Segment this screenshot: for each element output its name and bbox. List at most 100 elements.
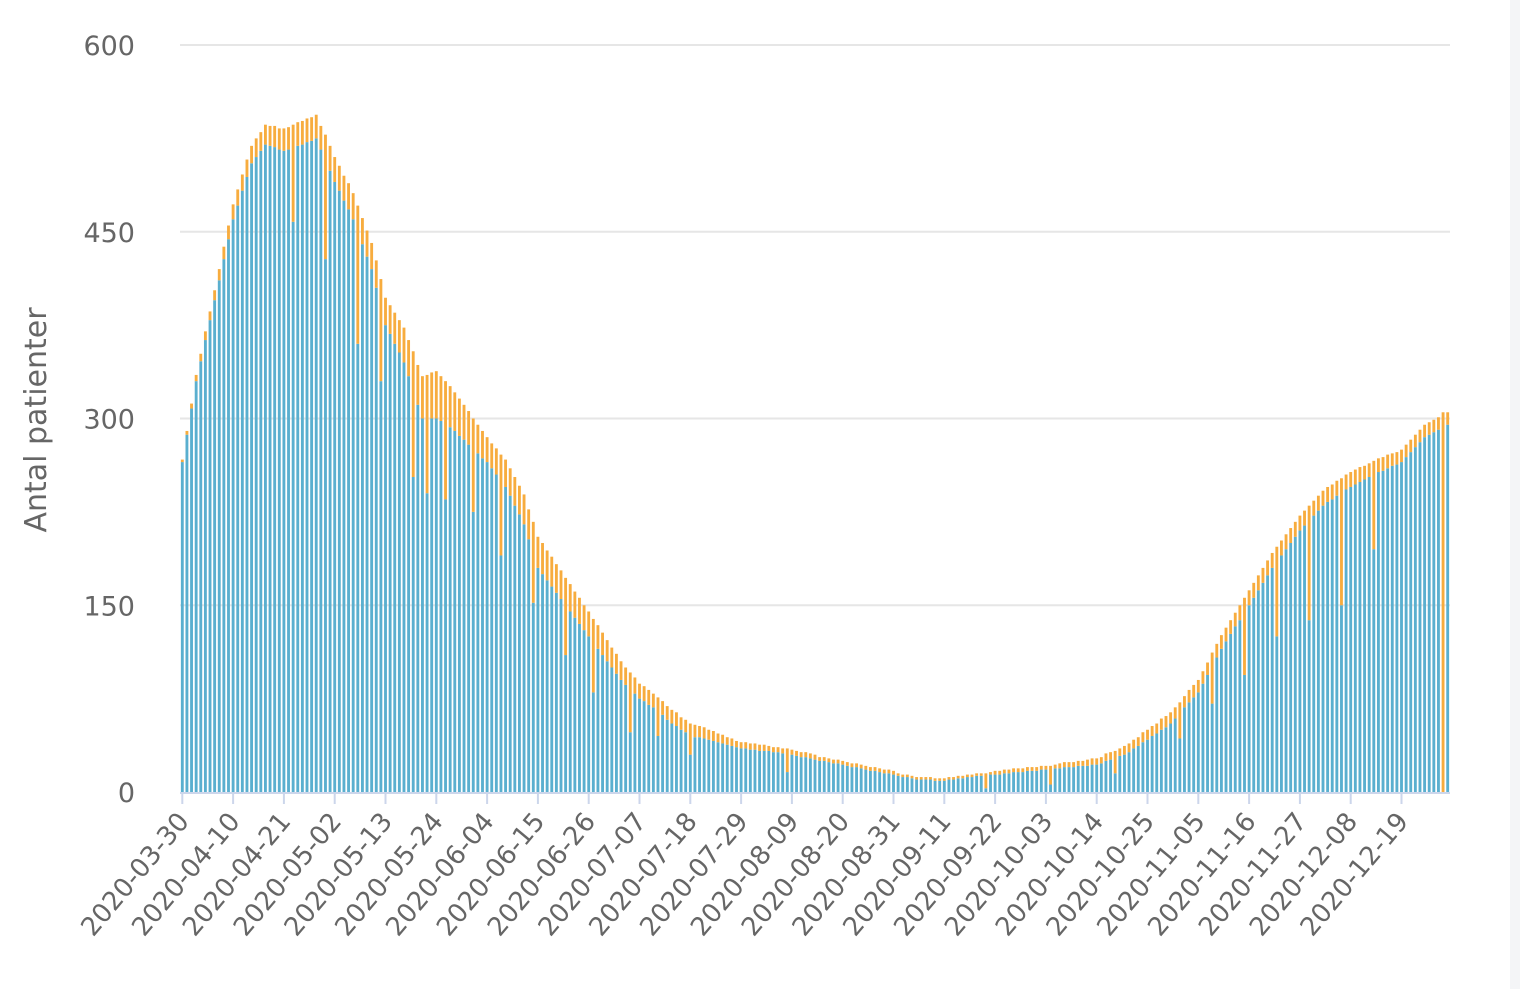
bar-series-2 — [1081, 760, 1085, 766]
bar-series-2 — [1303, 510, 1306, 526]
bar-series-2 — [744, 742, 748, 749]
bar-series-2 — [1044, 765, 1048, 770]
bar-series-1 — [1159, 729, 1163, 792]
bar-series-2 — [601, 632, 604, 656]
bar-series-2 — [716, 733, 720, 743]
bar-series-1 — [1113, 773, 1117, 792]
bar-series-2 — [356, 205, 360, 344]
bar-series-1 — [573, 617, 577, 792]
bar-series-1 — [1363, 479, 1366, 792]
bar-series-1 — [721, 743, 725, 792]
bar-series-2 — [1150, 726, 1154, 736]
bar-series-1 — [901, 777, 905, 792]
bar-series-1 — [1169, 723, 1173, 792]
bar-series-2 — [1210, 652, 1214, 704]
bar-series-1 — [1122, 754, 1126, 792]
bar-series-1 — [1307, 620, 1311, 792]
bar-series-2 — [310, 117, 314, 141]
bar-series-2 — [970, 774, 974, 778]
bar-series-2 — [767, 745, 771, 751]
y-tick-label: 450 — [83, 218, 135, 249]
bar-series-2 — [434, 371, 438, 419]
bar-series-2 — [504, 459, 508, 487]
bar-series-1 — [882, 773, 886, 792]
bar-series-1 — [619, 679, 623, 792]
bar-series-1 — [1247, 605, 1251, 792]
bar-series-2 — [638, 683, 641, 699]
bar-series-1 — [1284, 549, 1288, 792]
bar-series-2 — [675, 712, 678, 727]
bar-series-1 — [942, 780, 946, 792]
bar-series-1 — [411, 477, 415, 792]
bar-series-2 — [559, 570, 563, 600]
bar-series-1 — [947, 779, 951, 792]
bar-series-1 — [776, 752, 780, 792]
bar-series-2 — [1413, 434, 1417, 448]
bar-series-1 — [587, 636, 591, 793]
bar-series-1 — [808, 758, 812, 792]
bar-series-2 — [1007, 769, 1011, 774]
bar-series-2 — [762, 744, 766, 751]
bar-series-2 — [194, 374, 198, 382]
bar-series-1 — [1256, 590, 1260, 792]
bar-series-1 — [1229, 633, 1233, 792]
bar-series-2 — [347, 183, 350, 210]
bar-series-2 — [1072, 762, 1076, 768]
bar-series-1 — [1437, 429, 1440, 792]
bar-series-1 — [688, 754, 692, 792]
bar-series-2 — [1344, 474, 1348, 490]
bar-series-1 — [1076, 765, 1080, 792]
bar-series-2 — [841, 760, 845, 765]
bar-series-2 — [1086, 759, 1089, 766]
bar-series-2 — [873, 767, 877, 771]
bar-series-1 — [1067, 767, 1071, 792]
bar-series-1 — [268, 145, 272, 793]
bar-series-2 — [1293, 521, 1297, 537]
bar-series-2 — [1289, 528, 1293, 543]
bar-series-2 — [245, 159, 249, 177]
bar-series-1 — [582, 630, 586, 792]
bar-series-2 — [333, 157, 337, 182]
bar-series-1 — [185, 434, 189, 792]
bar-series-2 — [550, 556, 554, 587]
bar-series-1 — [1039, 769, 1043, 792]
bar-series-1 — [984, 788, 988, 792]
bar-series-1 — [1298, 530, 1302, 792]
bar-series-1 — [397, 352, 401, 792]
bar-series-2 — [1039, 765, 1043, 770]
bar-series-2 — [827, 758, 831, 763]
bar-series-1 — [1372, 549, 1376, 792]
bar-series-2 — [864, 765, 868, 770]
bar-series-1 — [522, 524, 526, 792]
bar-series-1 — [245, 176, 249, 793]
x-axis-ticks: 2020-03-302020-04-102020-04-212020-05-02… — [76, 793, 1415, 942]
bar-series-1 — [1095, 764, 1099, 792]
bar-series-2 — [1330, 484, 1334, 500]
bar-series-2 — [264, 124, 267, 145]
bar-series-2 — [1141, 732, 1145, 743]
bar-series-2 — [1169, 712, 1173, 724]
bar-series-2 — [1386, 454, 1390, 469]
bar-series-2 — [1021, 768, 1025, 773]
bar-series-1 — [190, 408, 193, 792]
bar-series-2 — [457, 398, 461, 436]
bar-series-1 — [504, 486, 508, 792]
bar-series-1 — [291, 221, 295, 793]
bar-series-1 — [1446, 424, 1450, 792]
bar-series-2 — [1432, 419, 1436, 433]
bar-series-2 — [1321, 490, 1325, 506]
bar-series-2 — [647, 689, 651, 705]
bar-series-2 — [850, 763, 854, 768]
bar-series-1 — [1367, 477, 1371, 792]
bar-series-2 — [1441, 412, 1445, 792]
bar-series-2 — [222, 246, 226, 260]
bar-series-1 — [670, 723, 674, 792]
bar-series-2 — [1187, 689, 1191, 703]
bar-series-1 — [1335, 495, 1339, 792]
bar-series-1 — [651, 707, 655, 792]
bar-series-2 — [545, 550, 549, 581]
bar-series-1 — [970, 777, 974, 792]
bar-series-1 — [1266, 575, 1270, 792]
bar-series-1 — [360, 244, 364, 792]
bar-series-2 — [1155, 723, 1159, 734]
